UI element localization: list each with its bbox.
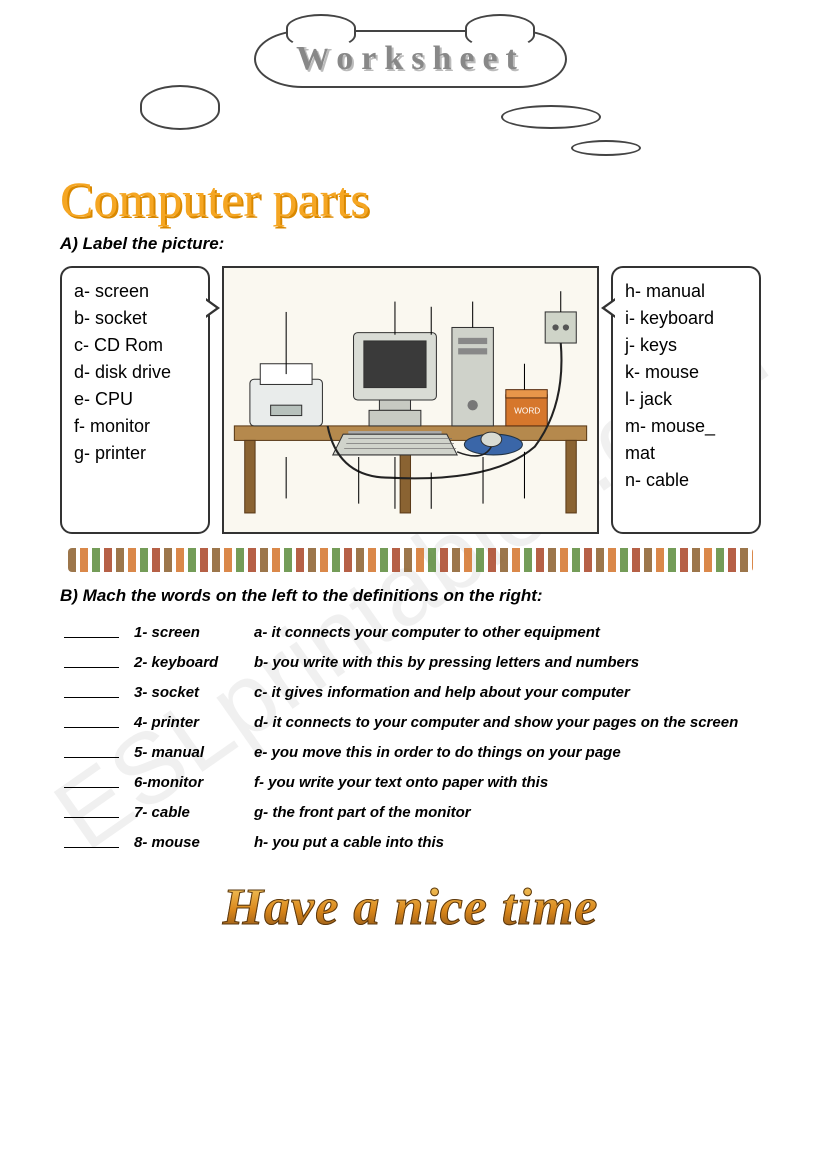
- label-item: l- jack: [625, 386, 747, 413]
- label-item: i- keyboard: [625, 305, 747, 332]
- match-row: 5- manuale- you move this in order to do…: [60, 738, 761, 768]
- label-list-left: a- screen b- socket c- CD Rom d- disk dr…: [60, 266, 210, 534]
- match-term: 3- socket: [130, 678, 250, 708]
- header-cloud: Worksheet: [60, 30, 761, 160]
- answer-blank[interactable]: [60, 708, 130, 738]
- match-row: 7- cableg- the front part of the monitor: [60, 798, 761, 828]
- match-row: 2- keyboardb- you write with this by pre…: [60, 648, 761, 678]
- computer-desk-icon: WORD: [224, 268, 597, 532]
- label-item: e- CPU: [74, 386, 196, 413]
- answer-blank[interactable]: [60, 678, 130, 708]
- section-a: a- screen b- socket c- CD Rom d- disk dr…: [60, 266, 761, 534]
- match-term: 5- manual: [130, 738, 250, 768]
- label-list-right: h- manual i- keyboard j- keys k- mouse l…: [611, 266, 761, 534]
- answer-blank[interactable]: [60, 798, 130, 828]
- answer-blank[interactable]: [60, 648, 130, 678]
- label-item: a- screen: [74, 278, 196, 305]
- label-item: k- mouse: [625, 359, 747, 386]
- label-item: d- disk drive: [74, 359, 196, 386]
- match-term: 4- printer: [130, 708, 250, 738]
- svg-text:WORD: WORD: [514, 406, 540, 415]
- answer-blank[interactable]: [60, 768, 130, 798]
- match-definition: d- it connects to your computer and show…: [250, 708, 761, 738]
- label-item: m- mouse_ mat: [625, 413, 747, 467]
- match-term: 8- mouse: [130, 828, 250, 858]
- match-definition: b- you write with this by pressing lette…: [250, 648, 761, 678]
- match-term: 1- screen: [130, 618, 250, 648]
- match-definition: e- you move this in order to do things o…: [250, 738, 761, 768]
- label-item: f- monitor: [74, 413, 196, 440]
- label-item: h- manual: [625, 278, 747, 305]
- computer-illustration: WORD: [222, 266, 599, 534]
- label-item: n- cable: [625, 467, 747, 494]
- answer-blank[interactable]: [60, 738, 130, 768]
- match-term: 7- cable: [130, 798, 250, 828]
- label-item: b- socket: [74, 305, 196, 332]
- match-term: 6-monitor: [130, 768, 250, 798]
- answer-blank[interactable]: [60, 828, 130, 858]
- match-row: 8- mouseh- you put a cable into this: [60, 828, 761, 858]
- section-a-instruction: A) Label the picture:: [60, 234, 761, 254]
- footer-title: Have a nice time: [60, 878, 761, 937]
- match-row: 4- printerd- it connects to your compute…: [60, 708, 761, 738]
- section-b-instruction: B) Mach the words on the left to the def…: [60, 586, 761, 606]
- label-item: c- CD Rom: [74, 332, 196, 359]
- label-item: j- keys: [625, 332, 747, 359]
- match-table: 1- screena- it connects your computer to…: [60, 618, 761, 858]
- match-definition: a- it connects your computer to other eq…: [250, 618, 761, 648]
- match-row: 6-monitorf- you write your text onto pap…: [60, 768, 761, 798]
- match-definition: g- the front part of the monitor: [250, 798, 761, 828]
- label-item: g- printer: [74, 440, 196, 467]
- match-definition: h- you put a cable into this: [250, 828, 761, 858]
- match-row: 3- socketc- it gives information and hel…: [60, 678, 761, 708]
- leaf-divider-icon: [68, 548, 753, 572]
- page-title: Computer parts: [60, 170, 761, 228]
- match-definition: c- it gives information and help about y…: [250, 678, 761, 708]
- match-term: 2- keyboard: [130, 648, 250, 678]
- match-definition: f- you write your text onto paper with t…: [250, 768, 761, 798]
- answer-blank[interactable]: [60, 618, 130, 648]
- match-row: 1- screena- it connects your computer to…: [60, 618, 761, 648]
